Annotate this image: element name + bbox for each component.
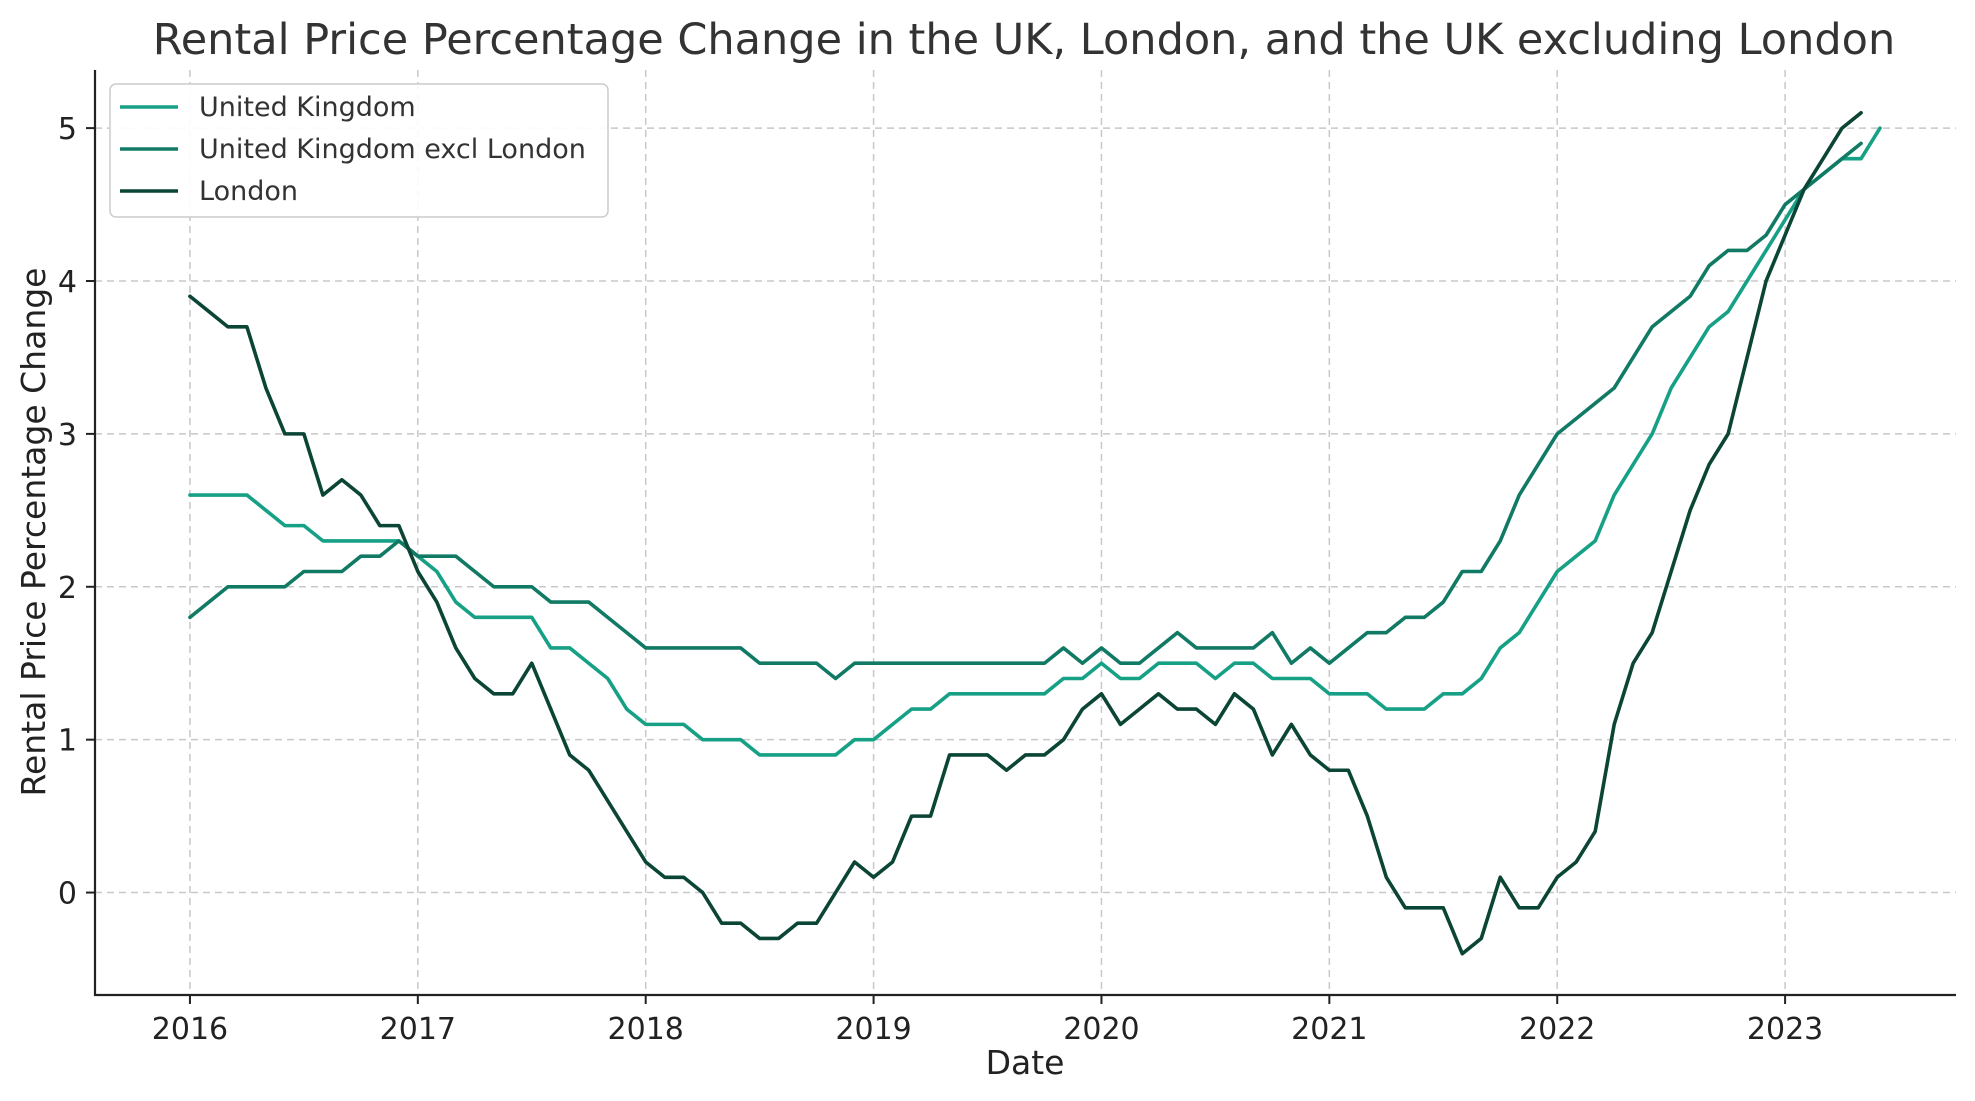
x-tick-label: 2022: [1519, 1012, 1595, 1047]
grid-lines: [95, 70, 1956, 995]
chart-title: Rental Price Percentage Change in the UK…: [153, 15, 1895, 65]
legend-label: London: [199, 176, 298, 207]
x-tick-label: 2021: [1291, 1012, 1367, 1047]
axis-ticks: 2016 2017 2018 2019 2020 2021 2022 2023 0 1 2 3 4 5: [58, 112, 1823, 1047]
x-tick-label: 2019: [835, 1012, 911, 1047]
x-tick-label: 2020: [1063, 1012, 1139, 1047]
x-tick-label: 2016: [152, 1012, 228, 1047]
x-axis-label: Date: [986, 1043, 1065, 1082]
axes-spines: [93, 70, 1956, 997]
y-tick-label: 0: [58, 877, 77, 912]
legend: United Kingdom United Kingdom excl London…: [109, 83, 609, 218]
legend-frame: [109, 83, 609, 218]
series-line-0: [188, 126, 1882, 757]
y-tick-label: 4: [58, 265, 77, 300]
series-line-2: [188, 111, 1863, 956]
x-tick-label: 2023: [1747, 1012, 1823, 1047]
series-lines: [188, 111, 1882, 956]
y-tick-label: 2: [58, 571, 77, 606]
x-tick-label: 2017: [380, 1012, 456, 1047]
y-tick-label: 1: [58, 724, 77, 759]
x-tick-label: 2018: [608, 1012, 684, 1047]
series-line-1: [188, 141, 1863, 681]
y-tick-label: 5: [58, 112, 77, 147]
y-tick-label: 3: [58, 418, 77, 453]
legend-label: United Kingdom excl London: [199, 134, 586, 165]
y-axis-label: Rental Price Percentage Change: [14, 268, 53, 797]
legend-label: United Kingdom: [199, 92, 416, 123]
